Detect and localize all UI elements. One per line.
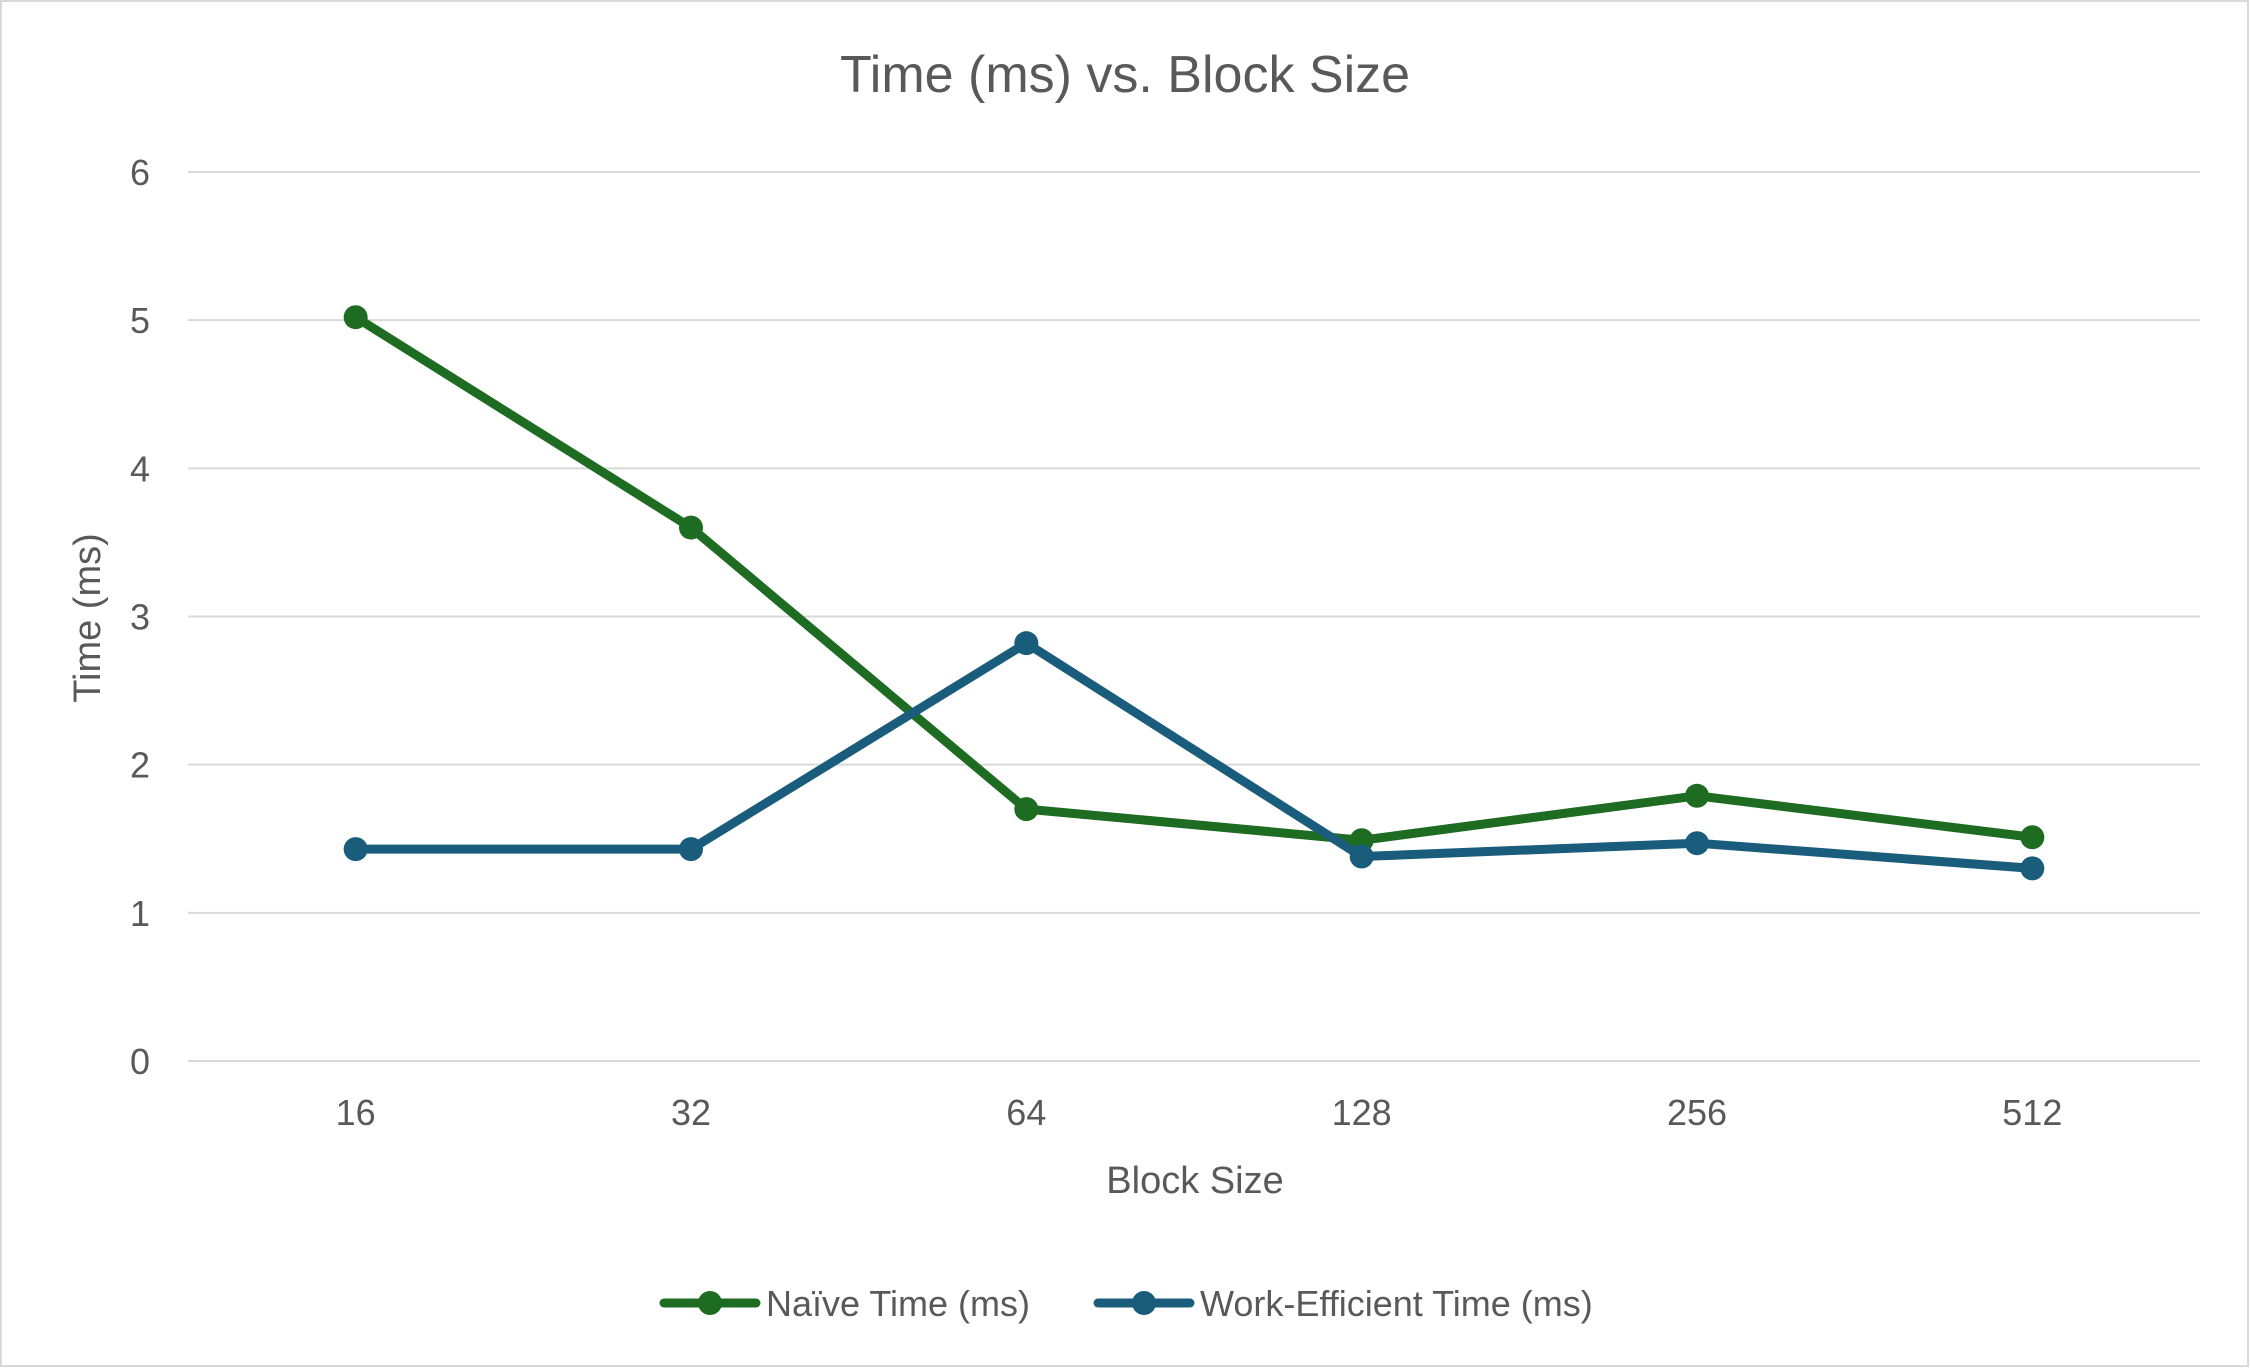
- chart-title: Time (ms) vs. Block Size: [840, 46, 1410, 104]
- x-tick-label: 128: [1332, 1092, 1392, 1133]
- y-tick-label: 1: [130, 893, 150, 934]
- legend-label: Naïve Time (ms): [766, 1283, 1030, 1324]
- legend-item: Work-Efficient Time (ms): [1093, 1283, 1593, 1324]
- data-point: [1685, 831, 1709, 856]
- data-point: [679, 515, 703, 540]
- legend-item: Naïve Time (ms): [659, 1283, 1030, 1324]
- x-tick-label: 64: [1006, 1092, 1046, 1133]
- y-tick-label: 0: [130, 1041, 150, 1082]
- data-point: [679, 837, 703, 862]
- data-point: [343, 305, 368, 330]
- data-point: [1685, 783, 1709, 808]
- data-point: [1349, 844, 1374, 869]
- legend: Naïve Time (ms) Work-Efficient Time (ms): [659, 1283, 1593, 1324]
- x-axis-label: Block Size: [1106, 1160, 1283, 1202]
- series-line: [351, 312, 2037, 845]
- y-tick-label: 4: [130, 448, 150, 489]
- series-line: [351, 638, 2037, 873]
- y-tick-label: 2: [130, 745, 150, 786]
- data-point: [1014, 631, 1039, 656]
- y-tick-label: 6: [130, 152, 150, 193]
- series-1: [343, 305, 2045, 853]
- data-point: [2020, 856, 2045, 881]
- data-point: [2020, 825, 2045, 850]
- data-point: [343, 837, 368, 862]
- data-point: [1014, 797, 1039, 822]
- legend-swatch-marker: [1132, 1291, 1156, 1315]
- x-axis-ticks: 16 32 64 128 256 512: [336, 1092, 2063, 1133]
- legend-label: Work-Efficient Time (ms): [1200, 1283, 1593, 1324]
- y-tick-label: 5: [130, 300, 150, 341]
- x-tick-label: 16: [336, 1092, 376, 1133]
- y-axis-label: Time (ms): [67, 533, 109, 703]
- data-series: [343, 305, 2045, 881]
- y-axis-ticks: 0 1 2 3 4 5 6: [130, 152, 150, 1082]
- x-tick-label: 512: [2002, 1092, 2062, 1133]
- x-tick-label: 32: [671, 1092, 711, 1133]
- y-tick-label: 3: [130, 597, 150, 638]
- legend-swatch-marker: [698, 1291, 722, 1315]
- x-tick-label: 256: [1667, 1092, 1727, 1133]
- series-2: [343, 631, 2045, 881]
- gridlines: [188, 171, 2200, 1062]
